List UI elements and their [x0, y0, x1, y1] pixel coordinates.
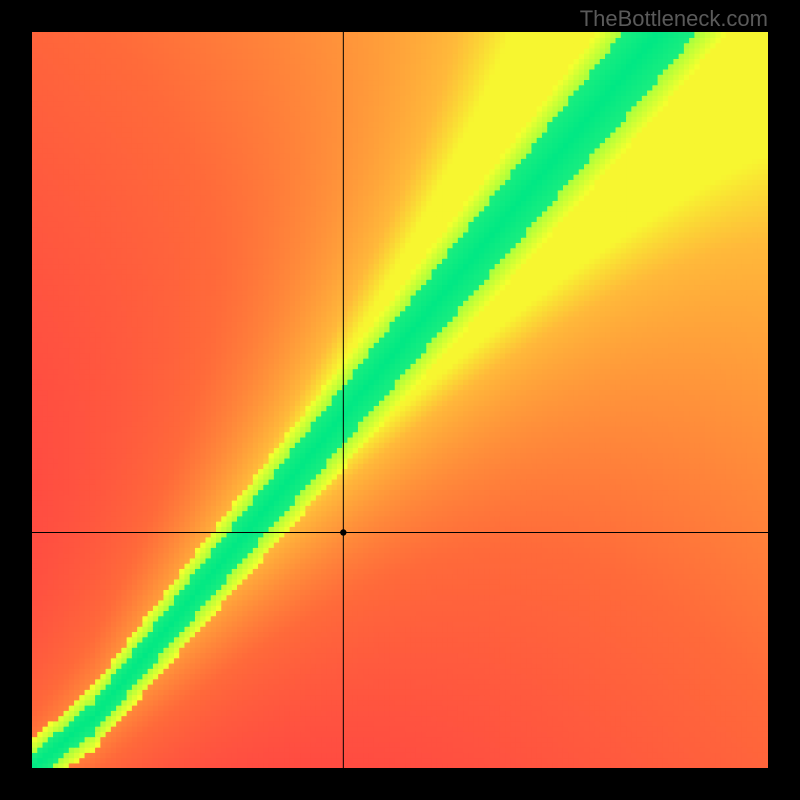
bottleneck-heatmap	[32, 32, 768, 768]
chart-container: TheBottleneck.com	[0, 0, 800, 800]
watermark-text: TheBottleneck.com	[580, 6, 768, 32]
